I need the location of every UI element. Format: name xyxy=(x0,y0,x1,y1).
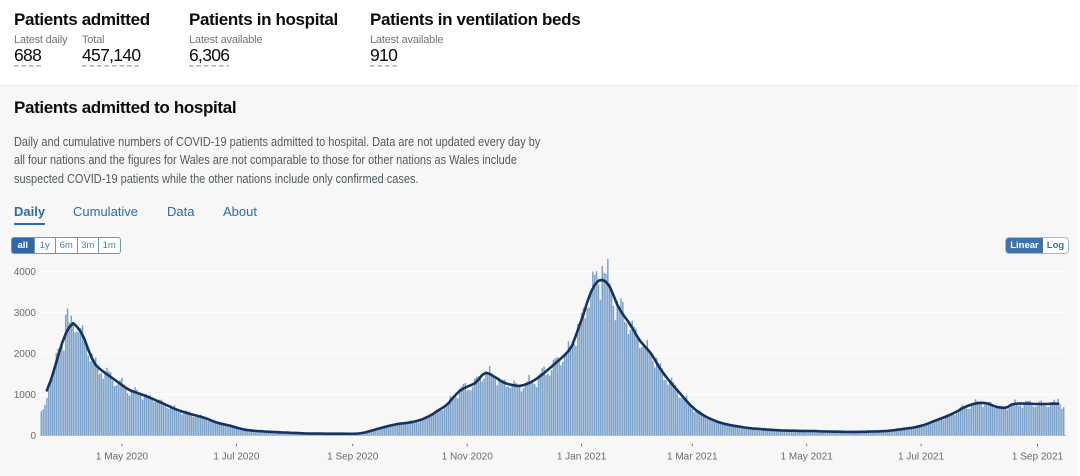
svg-text:1 Sep 2021: 1 Sep 2021 xyxy=(1012,452,1064,463)
svg-text:4000: 4000 xyxy=(14,267,37,278)
svg-text:1 May 2021: 1 May 2021 xyxy=(781,452,834,463)
svg-text:1 Jan 2021: 1 Jan 2021 xyxy=(557,452,607,463)
svg-text:2000: 2000 xyxy=(14,349,37,360)
svg-text:1 Nov 2020: 1 Nov 2020 xyxy=(442,452,494,463)
svg-text:1 Jul 2020: 1 Jul 2020 xyxy=(213,452,260,463)
svg-text:1 Jul 2021: 1 Jul 2021 xyxy=(898,452,945,463)
svg-text:1 Mar 2021: 1 Mar 2021 xyxy=(667,452,718,463)
svg-text:1000: 1000 xyxy=(14,390,37,401)
svg-text:1 Sep 2020: 1 Sep 2020 xyxy=(327,452,379,463)
svg-text:1 May 2020: 1 May 2020 xyxy=(96,452,149,463)
svg-text:3000: 3000 xyxy=(14,308,37,319)
svg-text:0: 0 xyxy=(30,431,36,442)
